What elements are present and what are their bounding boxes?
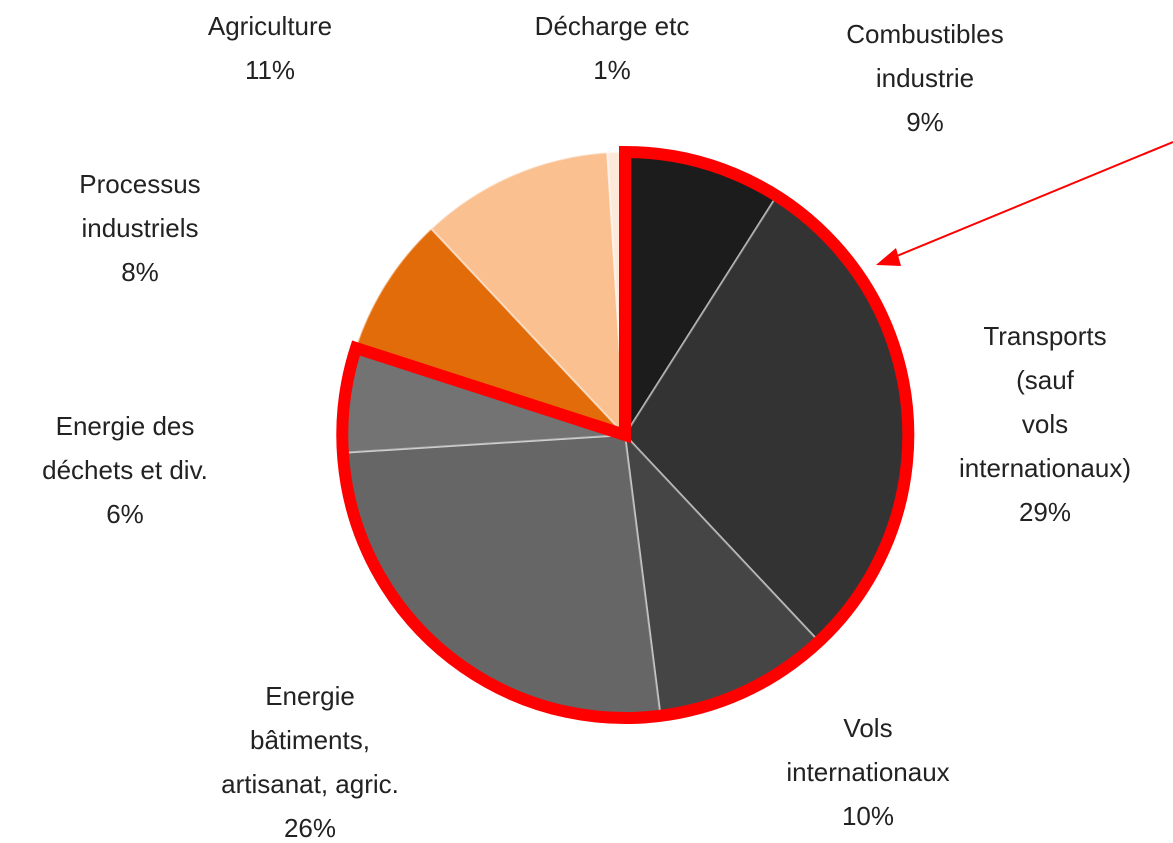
pie-slice	[354, 227, 626, 436]
category-label: Agriculture	[207, 11, 333, 41]
category-label: Décharge etc	[534, 11, 690, 41]
category-label: Energie bâtiments, artisanat, agric.	[221, 681, 399, 799]
slice-label: Energie des déchets et div. 6%	[42, 404, 208, 536]
value-label: 10%	[841, 801, 895, 831]
pie-slice	[429, 151, 627, 438]
category-label: Combustibles industrie	[846, 19, 1004, 93]
slice-label: Décharge etc 1%	[535, 4, 690, 92]
value-label: 29%	[1018, 497, 1072, 527]
slice-label: Combustibles industrie 9%	[846, 12, 1004, 144]
arrow-line	[891, 141, 1173, 259]
category-label: Energie des déchets et div.	[42, 411, 208, 485]
value-label: 8%	[121, 257, 159, 287]
slice-label: Energie bâtiments, artisanat, agric. 26%	[221, 674, 399, 843]
category-label: Processus industriels	[79, 169, 201, 243]
category-label: Transports (sauf vols internationaux)	[959, 321, 1131, 483]
value-label: 11%	[244, 55, 296, 85]
slice-label: Agriculture 11%	[208, 4, 332, 92]
value-label: 1%	[593, 55, 631, 85]
arrow-head	[876, 248, 901, 266]
category-label: Vols internationaux	[786, 713, 950, 787]
highlight-outline	[336, 145, 915, 724]
slice-label: Transports (sauf vols internationaux) 29%	[959, 314, 1131, 534]
slices	[341, 150, 909, 719]
value-label: 26%	[283, 813, 337, 843]
slice-label: Vols internationaux 10%	[786, 706, 949, 838]
value-label: 9%	[906, 107, 944, 137]
value-label: 6%	[106, 499, 144, 529]
slice-label: Processus industriels 8%	[79, 162, 200, 294]
